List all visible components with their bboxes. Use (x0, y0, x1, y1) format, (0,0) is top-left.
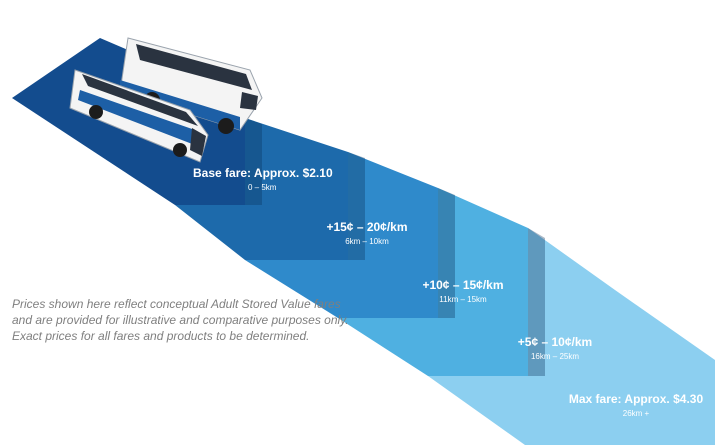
fare-tier-5-range: 26km + (622, 409, 650, 418)
fare-tier-2-range: 6km – 10km (345, 237, 389, 246)
fare-tier-3-title: +10¢ – 15¢/km (422, 278, 504, 292)
step-shadow (528, 228, 545, 376)
fare-tier-4-title: +5¢ – 10¢/km (517, 335, 593, 349)
fare-tier-5-label: Max fare: Approx. $4.30 26km + (556, 392, 716, 418)
fare-tier-5-title: Max fare: Approx. $4.30 (568, 392, 704, 406)
fare-tier-4-label: +5¢ – 10¢/km 16km – 25km (500, 335, 610, 361)
fare-tier-1-title: Base fare: Approx. $2.10 (193, 166, 333, 180)
rear-bus-illustration (119, 37, 263, 134)
fare-tier-3-label: +10¢ – 15¢/km 11km – 15km (408, 278, 518, 304)
fare-tier-2-title: +15¢ – 20¢/km (326, 220, 408, 234)
step-shadow (245, 118, 262, 205)
fare-tier-3-band (245, 152, 438, 318)
fare-tier-4-band (338, 188, 528, 376)
step-shadow (438, 188, 455, 318)
fare-tier-2-band (175, 118, 348, 260)
fare-tier-5-band (428, 228, 715, 445)
fare-tier-3-range: 11km – 15km (439, 295, 487, 304)
disclaimer-text: Prices shown here reflect conceptual Adu… (12, 297, 349, 343)
fare-tier-1-range: 0 – 5km (248, 183, 277, 192)
step-shadow (348, 152, 365, 260)
fare-tier-2-label: +15¢ – 20¢/km 6km – 10km (312, 220, 422, 246)
fare-tier-4-range: 16km – 25km (530, 352, 580, 361)
front-bus-illustration (69, 69, 209, 163)
fare-tier-1-label: Base fare: Approx. $2.10 0 – 5km (193, 166, 373, 192)
